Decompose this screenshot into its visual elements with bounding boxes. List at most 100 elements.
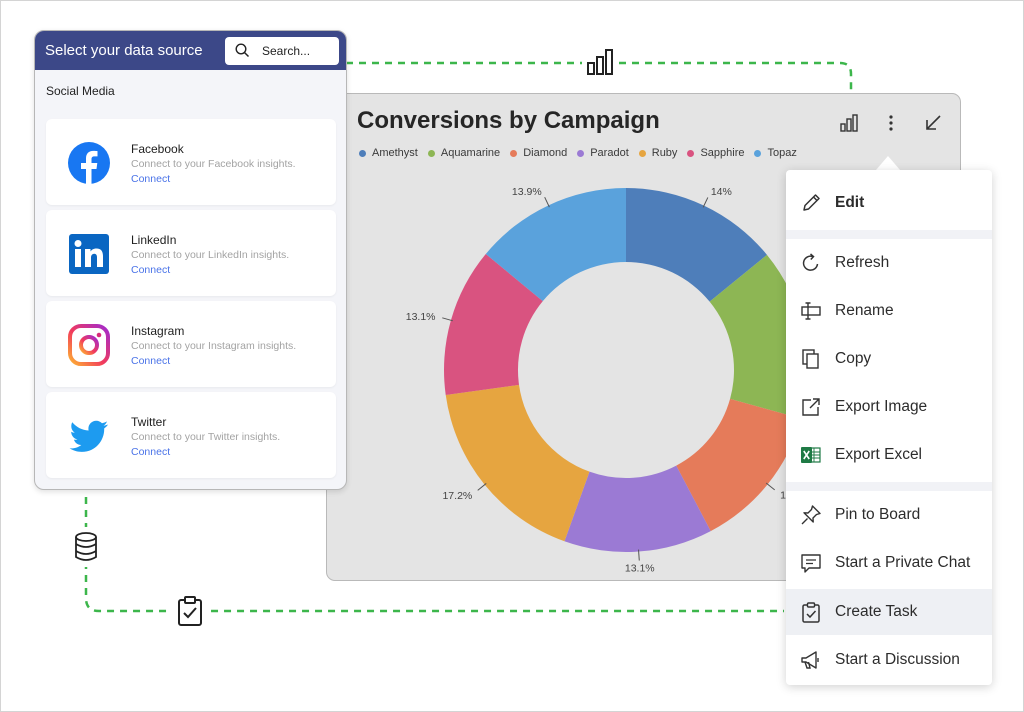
menu-divider [786, 230, 992, 239]
menu-item-rename[interactable]: Rename [786, 288, 992, 334]
source-card-twitter[interactable]: Twitter Connect to your Twitter insights… [46, 392, 336, 478]
menu-item-label: Start a Private Chat [835, 554, 971, 571]
clipboard-check-icon [172, 592, 208, 630]
legend-label: Amethyst [372, 147, 418, 159]
source-name: Twitter [131, 415, 167, 429]
data-label-leader [638, 549, 640, 561]
legend-item[interactable]: Aquamarine [427, 147, 501, 159]
donut-slice-topaz[interactable] [485, 188, 626, 302]
source-name: LinkedIn [131, 233, 177, 247]
collapse-button[interactable] [920, 110, 946, 136]
legend-item[interactable]: Amethyst [359, 147, 418, 159]
more-options-button[interactable] [878, 110, 904, 136]
rename-icon [799, 299, 823, 323]
legend-swatch [359, 149, 366, 157]
legend-item[interactable]: Ruby [638, 147, 678, 159]
menu-divider [786, 482, 992, 491]
data-label-leader [702, 197, 709, 208]
legend-swatch [754, 149, 762, 157]
section-label: Social Media [46, 84, 115, 98]
export-image-icon [799, 395, 823, 419]
legend-swatch [687, 149, 695, 157]
menu-item-copy[interactable]: Copy [786, 336, 992, 382]
source-list: Facebook Connect to your Facebook insigh… [46, 119, 336, 483]
menu-item-label: Start a Discussion [835, 651, 960, 668]
menu-item-label: Copy [835, 350, 872, 367]
legend-item[interactable]: Topaz [754, 147, 797, 159]
instagram-logo-icon [68, 324, 110, 366]
menu-item-label: Create Task [835, 603, 918, 620]
collapse-arrow-icon [926, 115, 941, 130]
source-card-instagram[interactable]: Instagram Connect to your Instagram insi… [46, 301, 336, 387]
pin-icon [799, 503, 823, 527]
data-label-leader [544, 196, 550, 208]
data-source-panel: Select your data source Search... Social… [34, 30, 347, 490]
twitter-logo-icon [69, 420, 108, 452]
menu-item-label: Pin to Board [835, 506, 921, 523]
legend-label: Topaz [767, 147, 797, 159]
legend-swatch [510, 149, 518, 157]
more-vertical-icon [889, 115, 893, 131]
copy-icon [799, 347, 823, 371]
connect-link[interactable]: Connect [131, 446, 171, 458]
legend-label: Diamond [523, 147, 568, 159]
donut-slice-aquamarine[interactable] [709, 254, 808, 419]
context-menu: Edit Refresh Rename Copy Export Image Ex… [786, 170, 992, 685]
data-label: 14% [711, 186, 732, 198]
menu-item-export-image[interactable]: Export Image [786, 384, 992, 430]
donut-slice-amethyst[interactable] [626, 188, 767, 302]
chart-title: Conversions by Campaign [357, 107, 660, 134]
data-source-header: Select your data source Search... [35, 31, 346, 70]
menu-item-label: Export Excel [835, 446, 923, 463]
menu-item-private-chat[interactable]: Start a Private Chat [786, 540, 992, 586]
data-label-leader [477, 483, 487, 491]
bar-chart-icon [582, 44, 618, 80]
search-input[interactable]: Search... [225, 36, 339, 65]
search-icon [235, 43, 250, 58]
legend-swatch [638, 149, 646, 157]
donut-slice-paradot[interactable] [564, 465, 711, 552]
task-icon [799, 600, 823, 624]
legend-label: Sapphire [700, 147, 745, 159]
data-label-leader [442, 317, 453, 322]
chat-icon [799, 551, 823, 575]
legend-item[interactable]: Paradot [577, 147, 629, 159]
menu-item-discussion[interactable]: Start a Discussion [786, 637, 992, 683]
menu-item-create-task[interactable]: Create Task [786, 589, 992, 635]
source-description: Connect to your Instagram insights. [131, 340, 297, 352]
menu-caret [876, 156, 900, 170]
source-name: Facebook [131, 142, 184, 156]
menu-item-edit[interactable]: Edit [786, 180, 992, 226]
megaphone-icon [799, 648, 823, 672]
donut-slice-diamond[interactable] [676, 398, 802, 532]
connect-link[interactable]: Connect [131, 264, 171, 276]
chart-type-button[interactable] [836, 110, 862, 136]
database-icon [68, 527, 104, 567]
menu-item-export-excel[interactable]: Export Excel [786, 432, 992, 478]
data-label: 17.2% [442, 490, 472, 502]
data-label: 13.1% [406, 311, 436, 323]
source-card-linkedin[interactable]: LinkedIn Connect to your LinkedIn insigh… [46, 210, 336, 296]
menu-item-pin-to-board[interactable]: Pin to Board [786, 492, 992, 538]
facebook-logo-icon [68, 142, 110, 184]
search-placeholder: Search... [262, 43, 311, 58]
legend-item[interactable]: Diamond [510, 147, 567, 159]
donut-slice-ruby[interactable] [445, 384, 590, 542]
legend-item[interactable]: Sapphire [687, 147, 744, 159]
linkedin-logo-icon [69, 234, 109, 274]
menu-item-refresh[interactable]: Refresh [786, 240, 992, 286]
source-description: Connect to your LinkedIn insights. [131, 249, 290, 261]
source-description: Connect to your Twitter insights. [131, 431, 281, 443]
connect-link[interactable]: Connect [131, 355, 171, 367]
legend-label: Paradot [590, 147, 629, 159]
chart-toolbar [836, 110, 946, 136]
donut-chart: 14%12.913.1%17.2%13.1%13.9% [406, 186, 808, 575]
donut-slice-sapphire[interactable] [444, 253, 543, 395]
legend-label: Ruby [651, 147, 678, 159]
connect-link[interactable]: Connect [131, 173, 171, 185]
excel-icon [799, 443, 823, 467]
legend-label: Aquamarine [440, 147, 501, 159]
data-label: 13.1% [625, 563, 655, 575]
source-card-facebook[interactable]: Facebook Connect to your Facebook insigh… [46, 119, 336, 205]
